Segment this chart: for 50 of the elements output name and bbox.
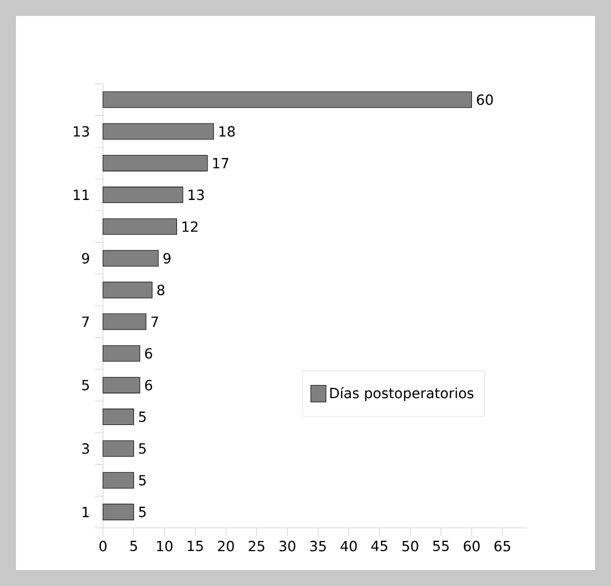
data-label: 6 (145, 380, 152, 390)
data-label: 5 (139, 506, 146, 518)
bar (102, 154, 208, 172)
y-tick-label: 9 (82, 252, 90, 264)
x-tick-label: 40 (340, 540, 357, 552)
bar (102, 186, 184, 204)
x-tick-label: 15 (188, 540, 203, 552)
data-label: 7 (151, 316, 158, 327)
x-tick-label: 5 (130, 540, 137, 552)
x-tick-label: 50 (402, 540, 418, 552)
x-tick-label: 35 (310, 540, 326, 552)
x-tick-label: 0 (99, 540, 107, 552)
bar (102, 504, 134, 520)
data-label: 12 (182, 221, 198, 232)
bar (102, 376, 140, 394)
bar (102, 282, 152, 298)
bar (102, 250, 159, 266)
bar (102, 218, 178, 235)
bar (102, 314, 146, 330)
data-label: 8 (157, 284, 164, 296)
y-tick-label: 5 (82, 380, 89, 390)
x-tick-label: 65 (494, 540, 510, 552)
y-tick-label: 11 (74, 190, 89, 200)
data-label: 17 (213, 158, 228, 168)
x-tick-label: 25 (248, 540, 264, 552)
bar (102, 92, 472, 108)
data-label: 5 (139, 443, 146, 454)
bar (102, 408, 134, 426)
data-label: 13 (188, 190, 204, 200)
data-label: 6 (145, 348, 152, 359)
bar (102, 123, 214, 140)
y-tick-label: 7 (82, 316, 89, 327)
legend-label: Días postoperatorios (330, 386, 474, 402)
x-tick-label: 45 (371, 540, 388, 552)
data-label: 5 (139, 475, 146, 486)
bar (102, 472, 134, 488)
data-label: 60 (476, 94, 493, 105)
data-label: 18 (219, 126, 235, 137)
bar (102, 345, 140, 362)
x-tick-label: 20 (218, 540, 234, 552)
x-tick-label: 10 (157, 540, 172, 552)
x-tick-label: 30 (280, 540, 296, 552)
data-label: 9 (163, 252, 170, 264)
bar (102, 440, 134, 457)
x-tick-label: 60 (464, 540, 480, 552)
y-tick-label: 13 (74, 126, 89, 137)
y-tick-label: 1 (82, 506, 89, 518)
data-label: 5 (139, 412, 146, 422)
x-tick-label: 55 (433, 540, 449, 552)
y-tick-label: 3 (82, 443, 89, 454)
